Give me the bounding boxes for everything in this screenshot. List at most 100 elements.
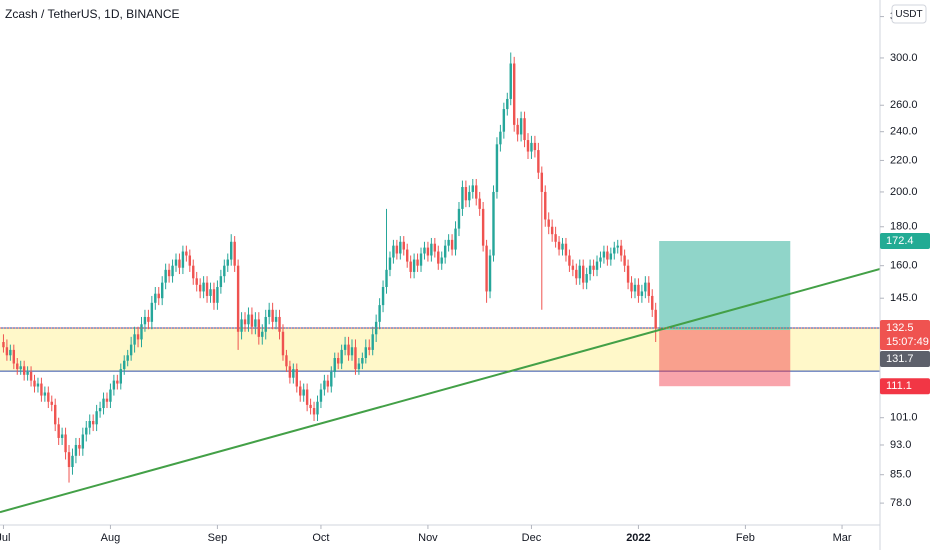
candle-body bbox=[160, 282, 164, 299]
x-tick-label: Dec bbox=[522, 532, 542, 544]
candle-body bbox=[447, 239, 450, 246]
x-tick-label: 2022 bbox=[626, 532, 650, 544]
candle-body bbox=[285, 355, 288, 367]
trendline bbox=[0, 268, 880, 514]
candle-body bbox=[368, 347, 371, 350]
candle-body bbox=[181, 251, 185, 268]
candle-body bbox=[43, 392, 47, 396]
candle-body bbox=[85, 427, 88, 435]
candle-body bbox=[198, 284, 202, 292]
candle-body bbox=[561, 243, 564, 250]
candle-body bbox=[374, 321, 378, 335]
candle-body bbox=[209, 289, 212, 296]
candle-body bbox=[644, 282, 647, 292]
candle-body bbox=[602, 251, 606, 258]
y-tick-label: 260.0 bbox=[890, 99, 918, 111]
candle-body bbox=[419, 253, 423, 266]
candle-body bbox=[488, 255, 492, 292]
candle-body bbox=[226, 259, 229, 266]
candle-body bbox=[312, 408, 316, 415]
candle-body bbox=[57, 424, 60, 438]
candle-body bbox=[212, 289, 216, 303]
candle-body bbox=[626, 265, 630, 283]
candle-body bbox=[143, 316, 147, 325]
candle-body bbox=[409, 261, 412, 272]
candle-body bbox=[357, 363, 361, 370]
axes: 78.0 85.0 93.0 101.0 145.0 160.0 180.0 200.0 220… bbox=[0, 10, 930, 544]
candle-body bbox=[554, 234, 557, 242]
candle-body bbox=[267, 309, 271, 317]
target-badge bbox=[880, 233, 930, 250]
candle-body bbox=[47, 392, 50, 402]
candle-body bbox=[102, 398, 105, 409]
candle-body bbox=[471, 185, 474, 192]
candle-body bbox=[16, 363, 19, 370]
candle-body bbox=[347, 344, 350, 356]
candle-body bbox=[450, 239, 454, 250]
candle-body bbox=[74, 444, 78, 456]
candle-body bbox=[423, 247, 426, 254]
candle-body bbox=[91, 420, 95, 425]
y-tick-label: 93.0 bbox=[890, 439, 911, 451]
candle-body bbox=[230, 241, 233, 260]
y-tick-label: 145.0 bbox=[890, 292, 918, 304]
candle-body bbox=[416, 259, 419, 266]
candle-body bbox=[5, 347, 9, 356]
candle-body bbox=[530, 142, 533, 152]
candle-body bbox=[619, 245, 623, 256]
candle-body bbox=[288, 366, 292, 378]
candle-body bbox=[388, 257, 392, 270]
candle-body bbox=[461, 187, 464, 209]
candle-body bbox=[67, 452, 71, 468]
candle-body bbox=[219, 276, 223, 288]
candle-body bbox=[154, 293, 157, 303]
candle-body bbox=[381, 287, 385, 306]
candle-body bbox=[575, 269, 578, 279]
candle-body bbox=[302, 389, 305, 396]
candle-body bbox=[236, 265, 240, 332]
y-tick-label: 101.0 bbox=[890, 412, 918, 424]
candle-body bbox=[240, 319, 243, 332]
candle-body bbox=[9, 349, 12, 356]
candle-body bbox=[19, 366, 22, 370]
y-tick-label: 78.0 bbox=[890, 497, 911, 509]
candle-body bbox=[547, 219, 550, 227]
candle-body bbox=[343, 344, 347, 350]
candle-body bbox=[468, 191, 471, 201]
target-box bbox=[659, 241, 791, 331]
candle-body bbox=[223, 265, 226, 277]
candle-body bbox=[123, 360, 126, 370]
candle-body bbox=[336, 358, 340, 364]
last-price-badge-label: 132.5 bbox=[886, 322, 914, 334]
candle-body bbox=[540, 172, 544, 192]
candle-body bbox=[188, 255, 192, 266]
y-tick-label: 220.0 bbox=[890, 154, 918, 166]
candle-body bbox=[178, 259, 181, 268]
candle-body bbox=[216, 287, 219, 303]
candle-body bbox=[371, 334, 374, 350]
candle-body bbox=[264, 316, 267, 332]
last-price-badge bbox=[880, 320, 930, 351]
candle-body bbox=[271, 309, 274, 322]
candle-body bbox=[613, 247, 616, 254]
candle-body bbox=[319, 389, 323, 402]
candle-body bbox=[588, 265, 592, 275]
candle-body bbox=[582, 265, 585, 283]
currency-badge[interactable] bbox=[891, 4, 927, 24]
candle-body bbox=[533, 142, 537, 151]
candle-body bbox=[523, 118, 526, 141]
candle-body bbox=[443, 245, 447, 258]
candle-body bbox=[526, 140, 530, 152]
candle-body bbox=[378, 305, 381, 322]
countdown-label: 15:07:49 bbox=[886, 336, 929, 348]
y-tick-label: 300.0 bbox=[890, 52, 918, 64]
candle-body bbox=[361, 358, 364, 364]
y-tick-label: 200.0 bbox=[890, 186, 918, 198]
candle-body bbox=[412, 259, 416, 272]
currency-label: USDT bbox=[895, 9, 922, 20]
candle-body bbox=[174, 259, 178, 266]
x-tick-label: Feb bbox=[736, 532, 755, 544]
candle-body bbox=[516, 124, 519, 135]
